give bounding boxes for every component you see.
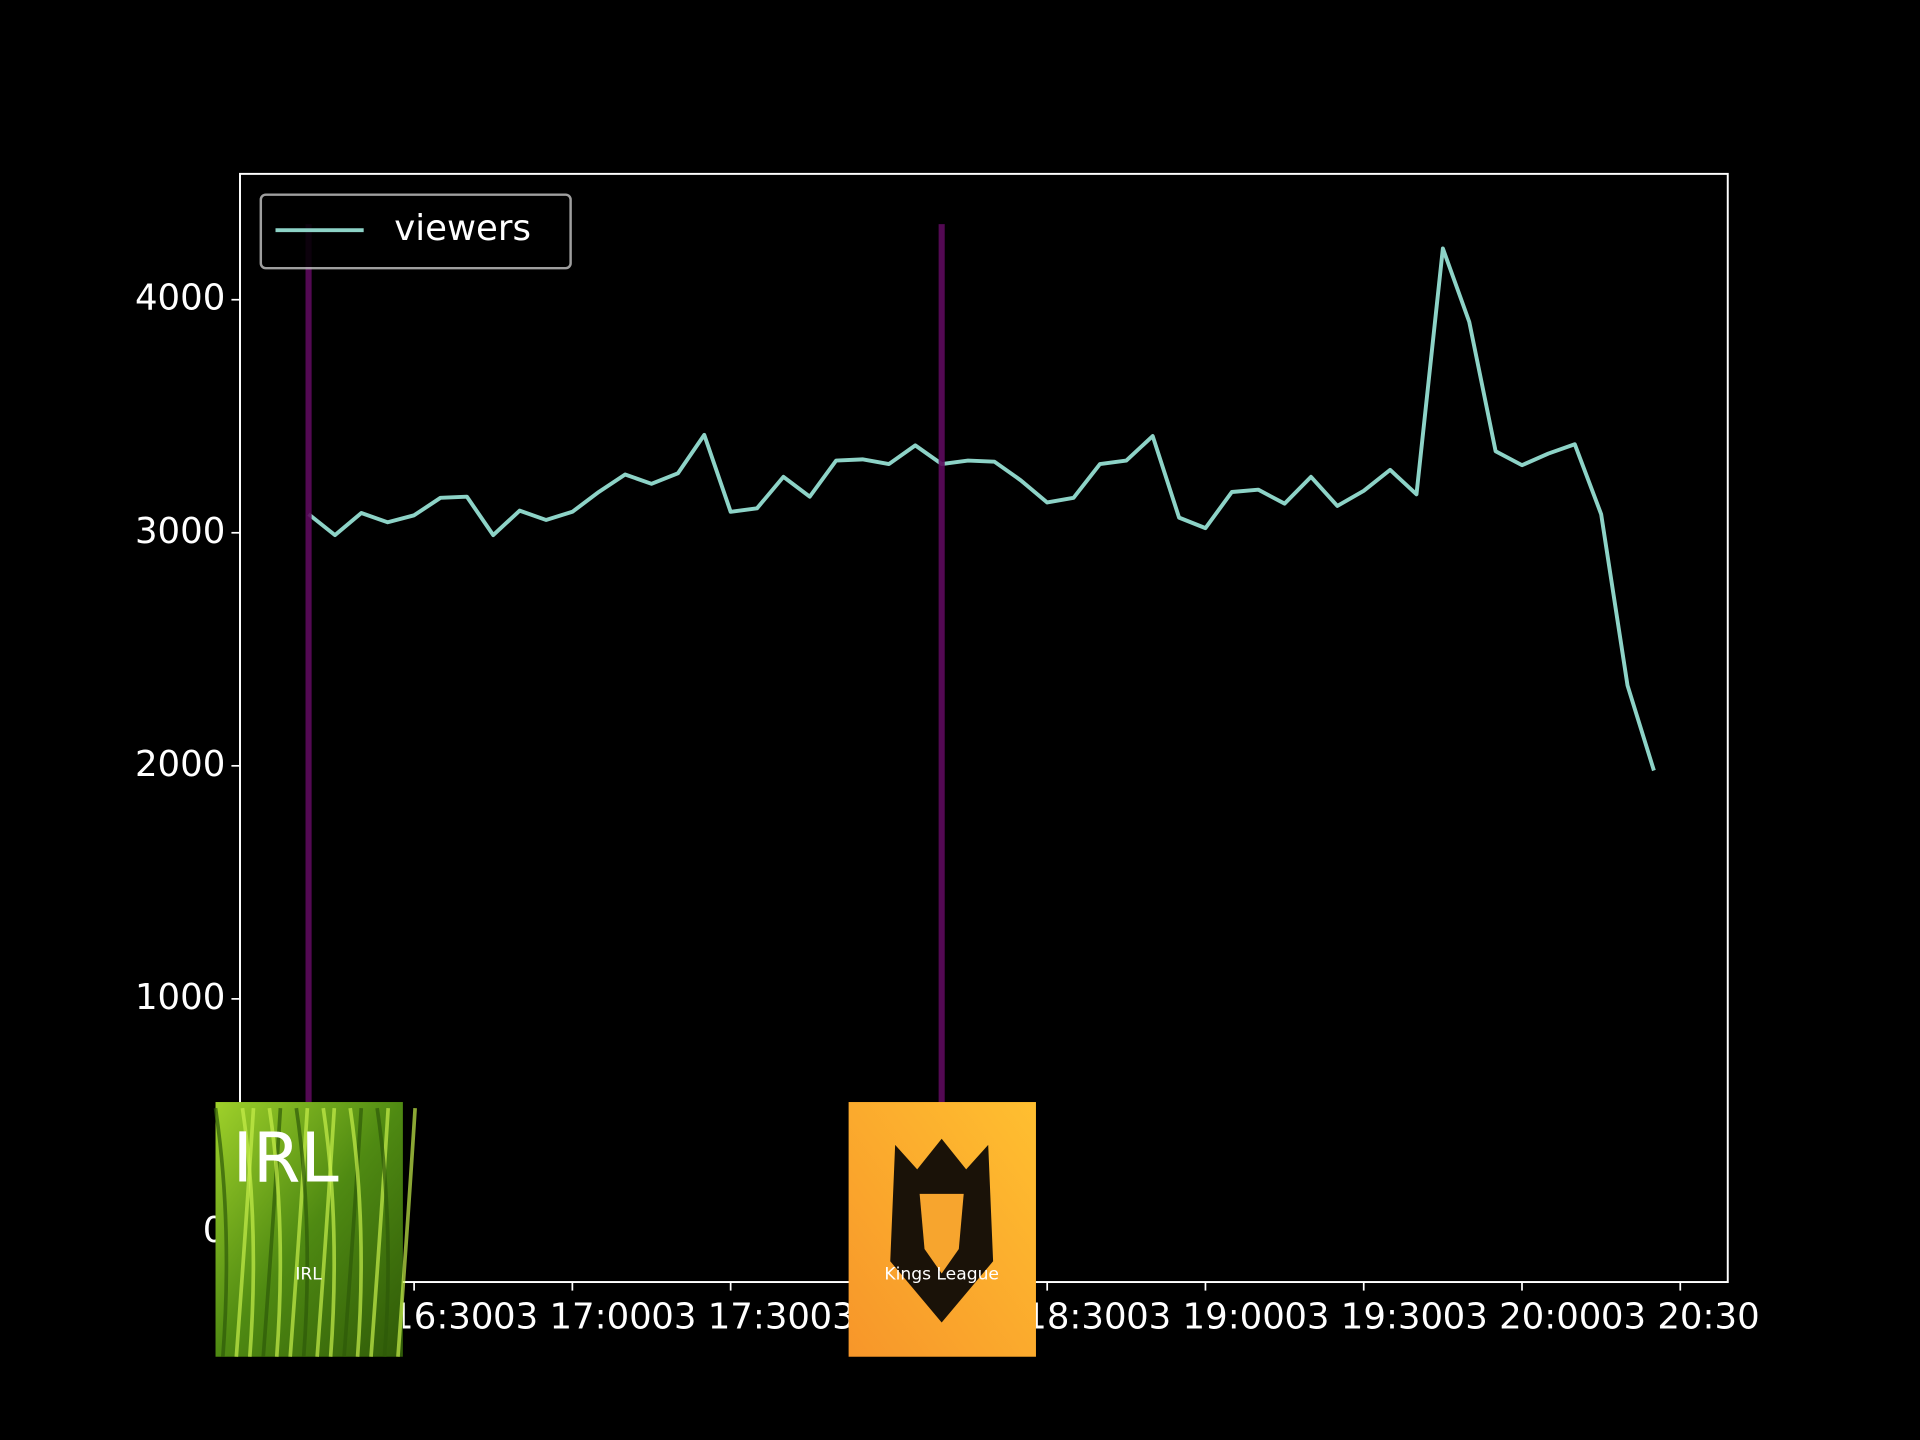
y-tick-label: 4000 [135, 278, 225, 319]
legend-box [259, 193, 572, 270]
grass-blade [396, 1108, 417, 1357]
annotation-thumbnail: IRL IRL [213, 1102, 417, 1357]
x-tick-label: 03 17:00 [493, 1297, 652, 1338]
y-tick-label: 1000 [135, 977, 225, 1018]
y-tick-label: 3000 [135, 511, 225, 552]
grass-blade [348, 1107, 363, 1357]
grass-blade [369, 1108, 391, 1357]
thumbnail-title: IRL [233, 1119, 339, 1199]
annotation-label: Kings League [884, 1265, 999, 1285]
grass-blade [288, 1108, 310, 1357]
grass-blade [240, 1107, 256, 1357]
grass-blade [261, 1108, 283, 1357]
x-tick-label: 03 19:00 [1126, 1297, 1285, 1338]
x-tick-label: 03 19:30 [1284, 1297, 1443, 1338]
grass-blade [321, 1107, 337, 1357]
line-series [307, 246, 1656, 772]
grass-blade [213, 1107, 229, 1357]
grass-blade [315, 1108, 337, 1357]
x-tick-label: 03 20:00 [1443, 1297, 1602, 1338]
annotation-thumbnail: Kings League [848, 1102, 1036, 1357]
grass-blade [267, 1107, 283, 1357]
legend-label: viewers [394, 208, 531, 249]
plot-area [239, 172, 1729, 1284]
y-tick-label: 2000 [135, 744, 225, 785]
x-tick-label: 03 20:30 [1601, 1297, 1760, 1338]
x-tick-label: 03 17:30 [651, 1297, 810, 1338]
grass-blade [294, 1107, 310, 1357]
legend: viewers [259, 193, 572, 270]
grass-blade [234, 1108, 256, 1357]
grass-blade [342, 1108, 364, 1357]
face-icon [919, 1193, 964, 1274]
grass-blade [375, 1107, 390, 1357]
annotation-label: IRL [295, 1265, 322, 1285]
